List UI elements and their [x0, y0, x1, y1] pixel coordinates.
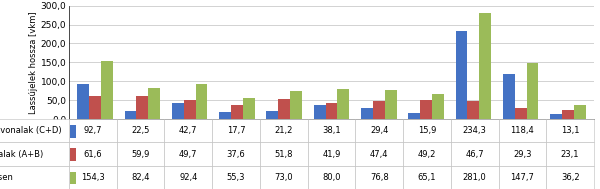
Bar: [196, 84, 208, 119]
Bar: [503, 74, 515, 119]
Bar: [243, 98, 254, 119]
Bar: [373, 101, 385, 119]
Bar: [574, 105, 586, 119]
Bar: [314, 105, 326, 119]
Bar: [479, 13, 491, 119]
Bar: [361, 108, 373, 119]
Bar: [136, 96, 148, 119]
Bar: [266, 111, 278, 119]
Bar: [420, 101, 432, 119]
Bar: [278, 99, 290, 119]
Bar: [70, 172, 76, 184]
Bar: [290, 91, 302, 119]
Bar: [89, 96, 101, 119]
Bar: [409, 113, 420, 119]
Bar: [184, 100, 196, 119]
Bar: [172, 103, 184, 119]
Bar: [70, 125, 76, 138]
Bar: [125, 111, 136, 119]
Bar: [527, 63, 538, 119]
Bar: [432, 94, 444, 119]
Bar: [455, 30, 467, 119]
Y-axis label: Lassújelek hossza [vkm]: Lassújelek hossza [vkm]: [29, 11, 38, 114]
Bar: [70, 148, 76, 161]
Bar: [101, 61, 113, 119]
Bar: [148, 88, 160, 119]
Bar: [385, 90, 397, 119]
Bar: [219, 112, 231, 119]
Bar: [231, 105, 243, 119]
Bar: [77, 84, 89, 119]
Bar: [467, 101, 479, 119]
Bar: [550, 114, 562, 119]
Bar: [326, 103, 337, 119]
Bar: [515, 108, 527, 119]
Bar: [337, 89, 349, 119]
Bar: [562, 110, 574, 119]
